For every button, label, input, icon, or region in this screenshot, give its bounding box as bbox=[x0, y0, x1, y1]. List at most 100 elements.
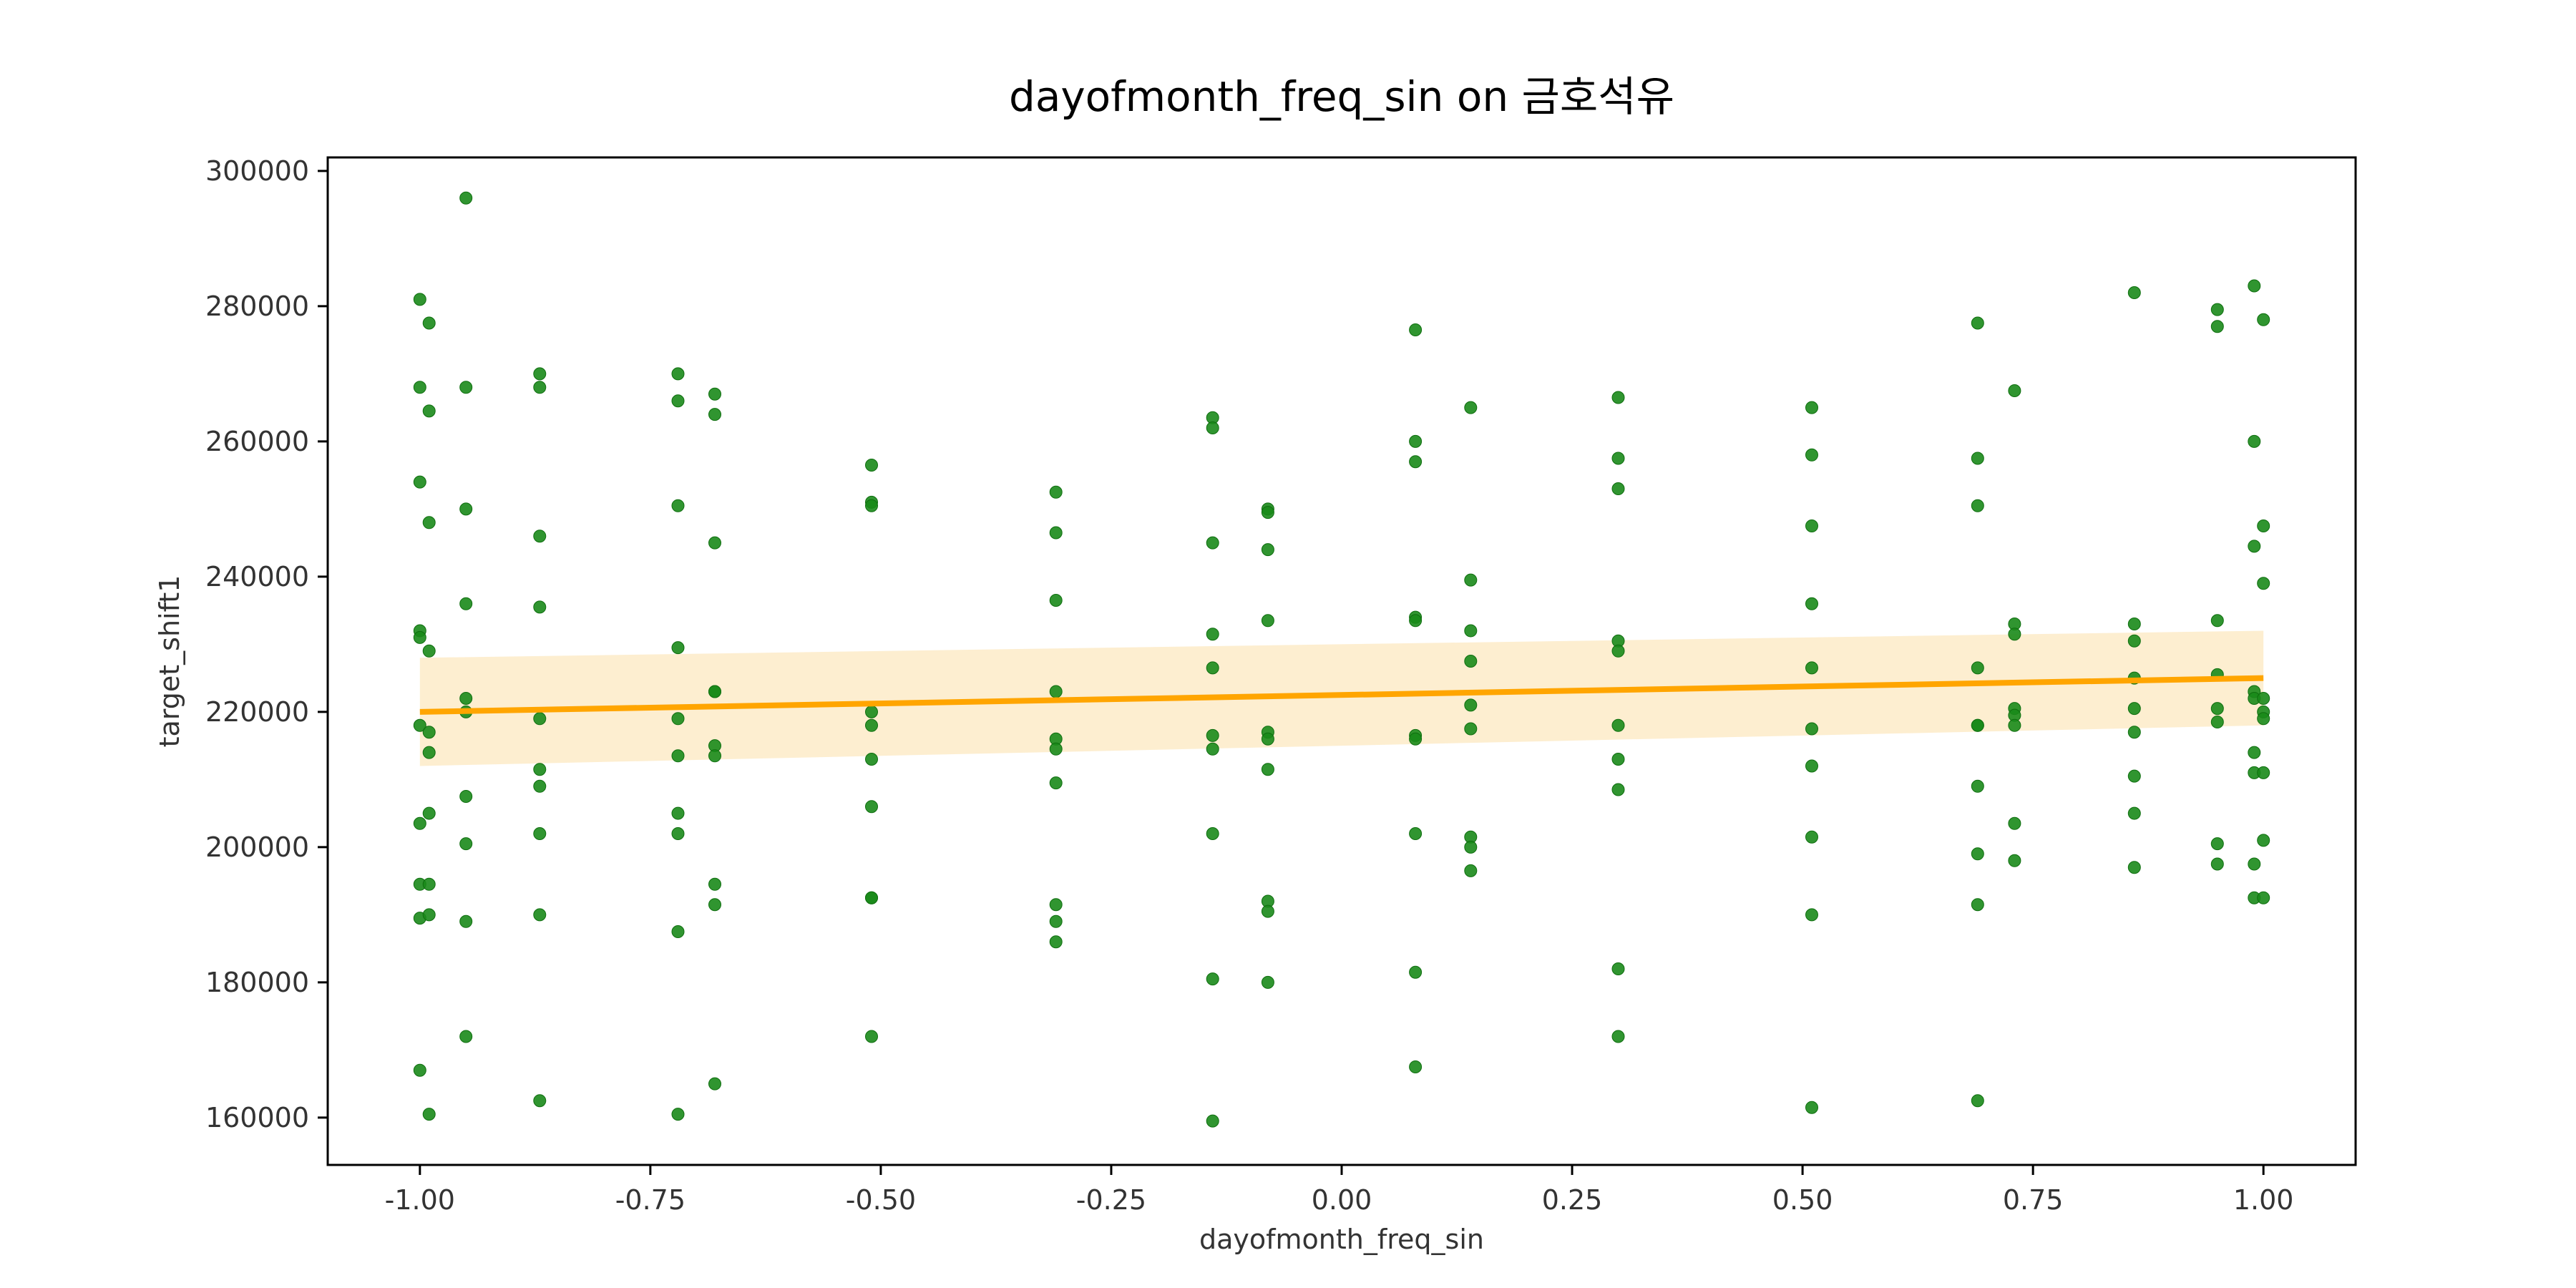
data-point bbox=[1409, 323, 1423, 336]
data-point bbox=[422, 516, 436, 530]
data-point bbox=[1464, 624, 1478, 638]
data-point bbox=[671, 749, 685, 763]
data-point bbox=[1971, 1094, 1984, 1108]
data-point bbox=[671, 367, 685, 381]
data-point bbox=[708, 877, 721, 891]
data-point bbox=[413, 293, 426, 306]
chart-title: dayofmonth_freq_sin on 금호석유 bbox=[1009, 72, 1674, 121]
data-point bbox=[671, 827, 685, 840]
data-point bbox=[1049, 776, 1063, 790]
data-point bbox=[1611, 452, 1625, 465]
data-point bbox=[865, 753, 878, 766]
data-point bbox=[422, 877, 436, 891]
data-point bbox=[2127, 726, 2141, 739]
y-tick-label: 240000 bbox=[205, 561, 309, 592]
data-point bbox=[2127, 286, 2141, 299]
data-point bbox=[459, 790, 473, 803]
data-point bbox=[671, 499, 685, 512]
x-tick-label: 0.50 bbox=[1772, 1184, 1833, 1216]
y-axis: 160000 180000 200000 220000 240000 260000 2800… bbox=[205, 155, 328, 1133]
data-point bbox=[1805, 519, 1818, 532]
data-point bbox=[1261, 763, 1274, 776]
data-point bbox=[1611, 962, 1625, 975]
data-point bbox=[422, 806, 436, 820]
data-point bbox=[1805, 908, 1818, 922]
data-point bbox=[459, 1030, 473, 1043]
data-point bbox=[1611, 482, 1625, 495]
data-point bbox=[2248, 857, 2261, 871]
data-point bbox=[708, 749, 721, 763]
data-point bbox=[1611, 718, 1625, 732]
x-axis-label: dayofmonth_freq_sin bbox=[1199, 1224, 1484, 1255]
data-point bbox=[2257, 692, 2270, 705]
x-tick-label: 0.00 bbox=[1312, 1184, 1372, 1216]
data-point bbox=[1409, 1060, 1423, 1073]
data-point bbox=[2257, 766, 2270, 779]
data-point bbox=[1261, 904, 1274, 918]
data-point bbox=[1805, 401, 1818, 414]
data-point bbox=[413, 1063, 426, 1077]
data-point bbox=[533, 712, 547, 726]
data-point bbox=[459, 597, 473, 610]
data-point bbox=[708, 1077, 721, 1091]
x-tick-label: 1.00 bbox=[2233, 1184, 2294, 1216]
data-point bbox=[1409, 732, 1423, 746]
data-point bbox=[708, 898, 721, 912]
data-point bbox=[2008, 718, 2021, 732]
data-point bbox=[865, 800, 878, 814]
data-point bbox=[2008, 854, 2021, 867]
data-point bbox=[459, 502, 473, 516]
data-point bbox=[2248, 746, 2261, 759]
data-point bbox=[2210, 857, 2224, 871]
data-point bbox=[1805, 830, 1818, 844]
y-tick-label: 200000 bbox=[205, 831, 309, 863]
data-point bbox=[865, 499, 878, 512]
data-point bbox=[671, 925, 685, 938]
data-point bbox=[1206, 1114, 1219, 1128]
data-point bbox=[1206, 536, 1219, 550]
data-point bbox=[1261, 732, 1274, 746]
data-point bbox=[1049, 914, 1063, 928]
data-point bbox=[413, 381, 426, 394]
data-point bbox=[2257, 712, 2270, 726]
data-point bbox=[1206, 972, 1219, 986]
data-point bbox=[1805, 661, 1818, 675]
data-point bbox=[413, 816, 426, 830]
data-point bbox=[413, 630, 426, 644]
data-point bbox=[865, 891, 878, 904]
data-point bbox=[413, 718, 426, 732]
x-tick-label: -0.75 bbox=[615, 1184, 686, 1216]
data-point bbox=[1611, 644, 1625, 658]
data-point bbox=[1464, 864, 1478, 877]
y-tick-label: 180000 bbox=[205, 967, 309, 998]
y-tick-label: 260000 bbox=[205, 426, 309, 457]
data-point bbox=[1409, 455, 1423, 469]
data-point bbox=[413, 475, 426, 489]
data-point bbox=[2008, 816, 2021, 830]
data-point bbox=[1971, 499, 1984, 512]
data-point bbox=[1805, 1101, 1818, 1114]
data-point bbox=[865, 459, 878, 472]
data-point bbox=[1611, 1030, 1625, 1043]
data-point bbox=[1805, 448, 1818, 462]
data-point bbox=[1611, 753, 1625, 766]
x-tick-label: 0.25 bbox=[1542, 1184, 1603, 1216]
data-point bbox=[1206, 827, 1219, 840]
data-point bbox=[1464, 722, 1478, 736]
data-point bbox=[1805, 597, 1818, 610]
data-point bbox=[2210, 716, 2224, 728]
data-point bbox=[533, 1094, 547, 1108]
data-point bbox=[2127, 861, 2141, 874]
data-point bbox=[422, 1108, 436, 1121]
data-point bbox=[422, 746, 436, 759]
data-point bbox=[459, 692, 473, 705]
data-point bbox=[1049, 898, 1063, 912]
data-point bbox=[1464, 655, 1478, 668]
data-point bbox=[533, 779, 547, 793]
data-point bbox=[2248, 540, 2261, 553]
data-point bbox=[1464, 698, 1478, 712]
data-point bbox=[459, 381, 473, 394]
data-point bbox=[1049, 935, 1063, 949]
data-point bbox=[533, 908, 547, 922]
